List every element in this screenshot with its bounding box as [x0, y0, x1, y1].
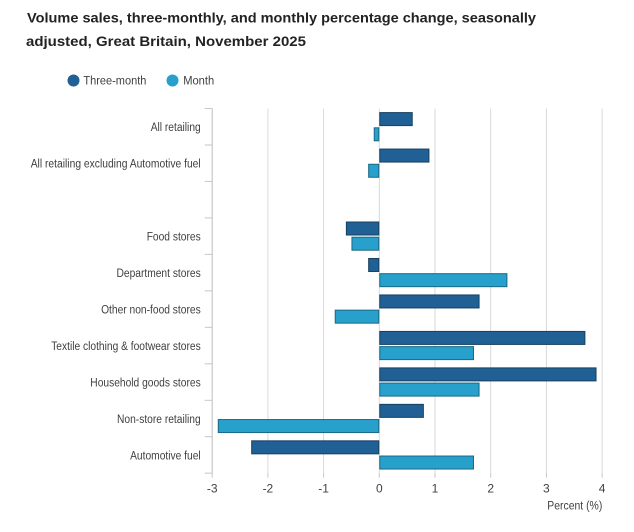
svg-text:Non-store retailing: Non-store retailing [117, 414, 201, 426]
svg-text:Other non-food stores: Other non-food stores [101, 304, 201, 316]
svg-text:Household goods stores: Household goods stores [90, 377, 201, 389]
svg-text:Volume sales, three-monthly, a: Volume sales, three-monthly, and monthly… [27, 10, 536, 26]
svg-text:Three-month: Three-month [83, 76, 146, 88]
svg-text:Food stores: Food stores [147, 231, 201, 243]
svg-text:adjusted, Great Britain, Novem: adjusted, Great Britain, November 2025 [26, 33, 306, 49]
svg-text:3: 3 [543, 481, 550, 495]
svg-text:0: 0 [376, 481, 383, 495]
svg-text:-1: -1 [318, 481, 329, 495]
svg-text:Textile clothing & footwear st: Textile clothing & footwear stores [51, 341, 201, 353]
svg-text:All retailing excluding Automo: All retailing excluding Automotive fuel [31, 159, 201, 171]
svg-text:4: 4 [599, 481, 606, 495]
svg-text:2: 2 [487, 481, 494, 495]
svg-text:-2: -2 [263, 481, 274, 495]
svg-text:Automotive fuel: Automotive fuel [130, 450, 201, 462]
svg-text:Percent (%): Percent (%) [547, 501, 602, 513]
svg-text:1: 1 [432, 481, 439, 495]
svg-text:All retailing: All retailing [151, 122, 201, 134]
svg-text:Department stores: Department stores [117, 268, 201, 280]
svg-text:Month: Month [183, 76, 214, 88]
svg-text:-3: -3 [207, 481, 218, 495]
